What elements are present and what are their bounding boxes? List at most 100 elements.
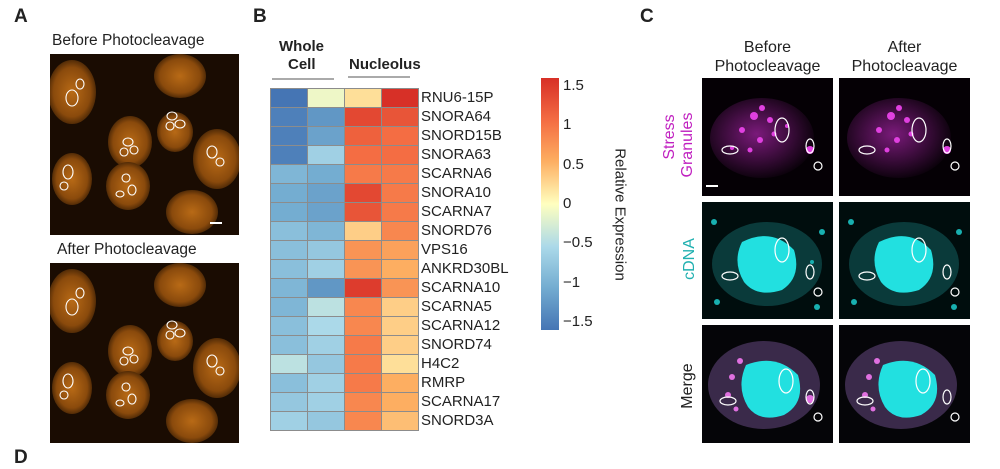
heatmap-cell [307,240,345,260]
heatmap-cell [307,107,345,127]
heatmap-cell [270,88,308,108]
heatmap-cell [344,221,382,241]
heatmap-cell [270,259,308,279]
heatmap-cell [344,240,382,260]
gene-label: SNORA10 [421,184,492,201]
heatmap-cell [270,354,308,374]
col-after-line2: Photocleavage [851,58,958,75]
heatmap-cell [270,316,308,336]
row-label-merge: Merge [679,363,696,409]
heatmap-cell [307,411,345,431]
colorbar-tick-label: 1.5 [563,77,584,94]
heatmap-cell [344,183,382,203]
heatmap-cell [270,107,308,127]
panel-a-before-title: Before Photocleavage [52,32,205,49]
heatmap-cell [270,202,308,222]
heatmap-cell [270,411,308,431]
heatmap-cell [307,392,345,412]
heatmap-cell [307,335,345,355]
gene-label: RNU6-15P [421,89,494,106]
stress-before-image [702,78,833,196]
heatmap-cell [344,373,382,393]
panel-d-label: D [14,447,28,468]
heatmap-cell [344,126,382,146]
heatmap-cell [270,392,308,412]
heatmap-cell [344,145,382,165]
heatmap-cell [381,107,419,127]
heatmap-cell [381,183,419,203]
heatmap-cell [344,297,382,317]
heatmap-cell [381,259,419,279]
gene-label: H4C2 [421,355,460,372]
heatmap-cell [381,373,419,393]
col-after-title: After Photocleavage [837,38,972,76]
heatmap-cell [307,88,345,108]
col-before-line1: Before [743,39,792,56]
col-before-title: Before Photocleavage [700,38,835,76]
heatmap-cell [270,183,308,203]
gene-label: SCARNA5 [421,298,492,315]
heatmap-cell [307,278,345,298]
heatmap-cell [344,335,382,355]
gene-label: SCARNA17 [421,393,501,410]
row-stress-line1: Stress [661,114,678,160]
colorbar-title: Relative Expression [611,148,629,281]
heatmap-cell [307,354,345,374]
merge-after-image [839,325,970,443]
group-label-cell: Cell [288,56,316,73]
col-after-line1: After [887,39,922,56]
heatmap-cell [381,297,419,317]
gene-label: SCARNA6 [421,165,492,182]
panel-b-label: B [253,6,267,27]
heatmap-cell [307,145,345,165]
heatmap-cell [270,335,308,355]
heatmap-cell [270,278,308,298]
heatmap-cell [270,164,308,184]
cdna-after-image [839,202,970,319]
heatmap-cell [344,88,382,108]
heatmap-cell [381,411,419,431]
heatmap-cell [307,297,345,317]
panel-a-label: A [14,6,28,27]
heatmap-cell [270,373,308,393]
heatmap-cell [307,202,345,222]
heatmap-cell [381,354,419,374]
group-label-nucleolus: Nucleolus [349,56,421,73]
heatmap-cell [381,278,419,298]
heatmap-cell [307,183,345,203]
gene-label: RMRP [421,374,466,391]
heatmap-cell [344,411,382,431]
heatmap-cell [270,297,308,317]
heatmap-cell [344,354,382,374]
heatmap-cell [307,221,345,241]
gene-label: SNORD3A [421,412,494,429]
heatmap-cell [381,240,419,260]
group-label-whole: Whole [279,38,324,55]
gene-label: SCARNA12 [421,317,501,334]
cells-before-photo [50,54,239,235]
merge-before-image [702,325,833,443]
colorbar-tick-label: 0.5 [563,155,584,173]
heatmap-cell [381,202,419,222]
panel-c-label: C [640,6,654,27]
heatmap-cell [307,126,345,146]
heatmap-cell [381,335,419,355]
gene-labels: RNU6-15P SNORA64 SNORD15B SNORA63 SCARNA6 SNO… [421,88,541,430]
heatmap-cell [270,126,308,146]
group-brackets [272,76,410,80]
colorbar-ticks: 1.5 1 0.5 0 −0.5 −1 −1.5 [563,77,613,330]
panel-a-before-image [50,54,239,235]
cdna-before-image [702,202,833,319]
heatmap-cell [344,278,382,298]
row-label-cdna: cDNA [681,238,698,280]
heatmap-cell [344,202,382,222]
gene-label: SCARNA7 [421,203,492,220]
colorbar-tick-label: −0.5 [563,234,593,252]
colorbar [541,78,559,330]
gene-label: SNORD15B [421,127,502,144]
colorbar-tick-label: 1 [563,116,572,134]
heatmap-grid [270,88,419,431]
panel-a-after-image [50,263,239,443]
gene-label: SNORA64 [421,108,492,125]
heatmap-cell [307,373,345,393]
